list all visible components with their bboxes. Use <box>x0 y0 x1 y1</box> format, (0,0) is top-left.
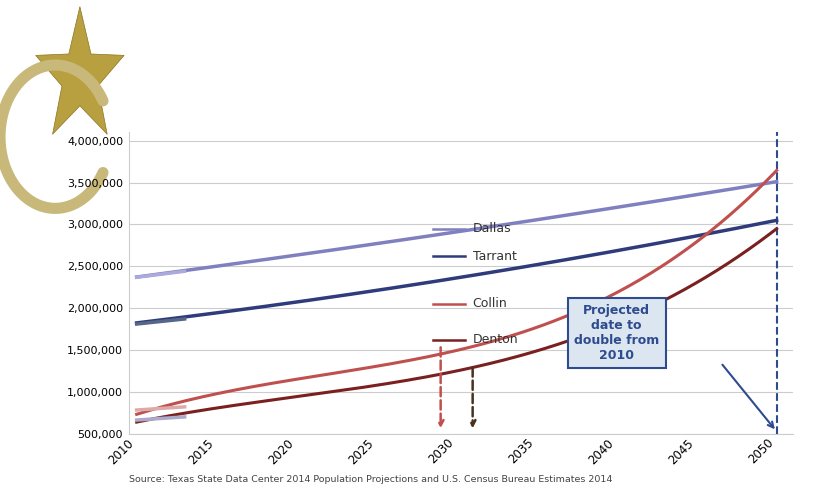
Text: Dallas: Dallas <box>472 222 511 235</box>
Text: Tarrant: Tarrant <box>472 250 516 263</box>
Polygon shape <box>36 7 124 134</box>
Text: Collin: Collin <box>472 297 507 310</box>
Text: Source: Texas State Data Center 2014 Population Projections and U.S. Census Bure: Source: Texas State Data Center 2014 Pop… <box>129 475 612 484</box>
Text: Projected
date to
double from
2010: Projected date to double from 2010 <box>574 304 659 362</box>
Text: Population Estimates and Projections, Metroplex
Counties, 2010-2050: Population Estimates and Projections, Me… <box>177 34 753 80</box>
Text: Denton: Denton <box>472 333 518 346</box>
